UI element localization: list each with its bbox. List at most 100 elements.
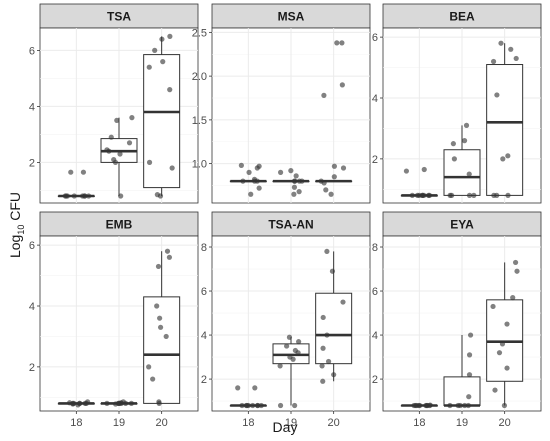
data-point [235,385,241,391]
data-point [329,268,336,274]
data-point [421,192,427,198]
data-point [255,402,261,409]
data-point [492,387,498,393]
y-tick-label: 4 [372,330,378,342]
data-point [447,402,453,409]
data-point [256,185,262,191]
y-tick-label: 4 [29,301,35,313]
data-point [152,47,158,54]
data-point [248,191,254,197]
y-tick-label: 8 [372,242,378,254]
data-point [465,402,471,409]
panel-strip [39,211,199,237]
x-tick-label: 20 [156,417,168,429]
data-point [457,402,463,409]
x-tick-label: 18 [242,417,254,429]
data-point [238,162,244,168]
data-point [296,178,303,184]
data-point [63,193,69,199]
data-point [496,350,503,356]
y-axis-title-main: Log [7,235,23,258]
data-point [449,192,455,198]
data-point [324,248,330,255]
data-point [146,64,152,70]
data-point [462,402,468,409]
data-point [70,401,76,407]
x-tick-label: 20 [328,417,340,429]
panel-strip [211,211,371,237]
y-tick-label: 2 [29,157,35,169]
data-point [504,321,510,327]
data-point [340,165,347,171]
data-point [501,402,508,409]
data-point [163,333,169,340]
data-point [117,151,123,157]
panel-strip-label: BEA [449,10,475,24]
y-tick-label: 8 [201,242,207,254]
x-tick-label: 18 [413,417,425,429]
data-point [293,173,299,179]
data-point [114,117,120,123]
box-iqr [143,54,181,189]
y-axis-title-unit: CFU [7,192,23,221]
data-point [129,115,135,121]
data-point [146,364,152,370]
panels-layer: TSA 2 4 6 MSA 1.0 1.5 2.0 2.5 BEA 2 4 6 EMB 2 4 6 TSA-AN 2… [29,3,542,412]
data-point [108,134,114,140]
data-point [339,40,345,46]
data-point [414,192,421,198]
data-point [68,169,74,175]
data-point [498,40,504,46]
panel-strip-label: TSA-AN [268,218,313,232]
data-point [319,363,325,369]
data-point [421,166,427,173]
y-tick-label: 2 [372,374,378,386]
data-point [277,402,284,409]
data-point [466,372,473,378]
y-axis-title-subscript: 10 [16,225,26,235]
panel-strip-label: EYA [450,218,474,232]
box-day-20 [143,251,181,404]
x-tick-label: 19 [113,417,125,429]
data-point [504,365,510,371]
data-point [254,178,260,184]
data-point [86,193,92,199]
y-tick-label: 6 [372,32,378,44]
panel-tsa: TSA 2 4 6 [29,3,199,204]
panel-msa: MSA 1.0 1.5 2.0 2.5 [192,3,371,204]
data-point [76,400,83,406]
box-day-18 [229,179,267,183]
y-tick-label: 6 [29,45,35,57]
data-point [514,268,520,274]
x-tick-label: 19 [456,417,468,429]
box-iqr [315,292,353,365]
y-tick-label: 2 [201,374,207,386]
data-point [505,192,511,198]
data-point [81,193,88,199]
data-point [339,82,345,88]
data-point [258,402,264,409]
y-tick-label: 6 [201,286,207,298]
y-tick-label: 2 [29,362,35,374]
y-tick-label: 2.5 [192,27,207,39]
data-point [409,192,415,198]
data-point [154,303,160,309]
data-point [490,58,497,65]
data-point [154,192,160,198]
data-point [318,178,324,184]
x-axis-ticks: 18 19 20 18 19 20 18 19 20 [70,411,511,429]
y-tick-label: 4 [29,101,35,113]
data-point [246,169,252,175]
panel-strip-label: MSA [278,10,305,24]
data-point [505,153,511,159]
data-point [104,147,110,153]
box-iqr [443,376,481,406]
data-point [83,400,89,406]
data-point [250,402,256,409]
data-point [334,40,340,46]
data-point [284,343,290,349]
y-tick-label: 4 [201,330,207,342]
panel-strip [39,3,199,29]
data-point [328,191,334,197]
